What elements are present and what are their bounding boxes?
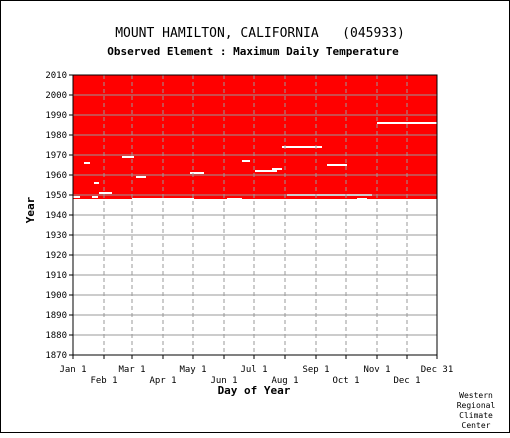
chart-title: MOUNT HAMILTON, CALIFORNIA (045933) <box>115 26 405 41</box>
y-tick-label: 1940 <box>45 211 67 221</box>
credit-line-4: Center <box>462 421 491 430</box>
missing-gap <box>73 196 80 198</box>
missing-gap <box>272 168 282 170</box>
grid-lines <box>73 75 437 355</box>
credit-line-3: Climate <box>459 411 493 420</box>
missing-gap <box>282 146 322 148</box>
credit-block: Western Regional Climate Center <box>457 391 496 430</box>
credit-line-2: Regional <box>457 401 496 410</box>
missing-gap <box>242 160 250 162</box>
y-tick-label: 1890 <box>45 311 67 321</box>
y-tick-label: 2000 <box>45 91 67 101</box>
x-tick-label: Jul 1 <box>240 365 267 375</box>
x-tick-label: Aug 1 <box>271 376 298 386</box>
x-tick-label: Oct 1 <box>332 376 359 386</box>
x-tick-label: Nov 1 <box>363 365 390 375</box>
y-tick-label: 1950 <box>45 191 67 201</box>
y-tick-label: 1910 <box>45 271 67 281</box>
y-tick-label: 1970 <box>45 151 67 161</box>
x-tick-label: Apr 1 <box>149 376 176 386</box>
missing-gap <box>227 198 242 200</box>
x-axis-ticks: Jan 1 Mar 1 May 1 Jul 1 Sep 1 Nov 1 Dec 31 Feb … <box>59 355 453 386</box>
x-tick-label: Feb 1 <box>90 376 117 386</box>
y-tick-label: 1880 <box>45 331 67 341</box>
missing-gap <box>92 196 98 198</box>
missing-gap <box>190 172 204 174</box>
x-tick-label: Dec 1 <box>393 376 420 386</box>
x-tick-label: May 1 <box>179 365 206 375</box>
missing-gap <box>99 192 112 194</box>
credit-line-1: Western <box>459 391 493 400</box>
y-tick-label: 1980 <box>45 131 67 141</box>
x-tick-label: Mar 1 <box>118 365 145 375</box>
missing-gap <box>132 198 194 200</box>
observed-data-layer <box>73 75 437 199</box>
missing-gap <box>377 122 437 124</box>
missing-gap <box>122 156 134 158</box>
y-axis-label: Year <box>24 196 37 223</box>
y-tick-label: 2010 <box>45 71 67 81</box>
x-tick-label: Jun 1 <box>210 376 237 386</box>
y-tick-label: 1900 <box>45 291 67 301</box>
x-axis-label: Day of Year <box>218 384 291 397</box>
missing-gap <box>136 176 146 178</box>
chart-subtitle: Observed Element : Maximum Daily Tempera… <box>107 45 399 58</box>
missing-gap <box>255 170 277 172</box>
missing-gap <box>84 162 90 164</box>
x-tick-label: Jan 1 <box>59 365 86 375</box>
y-tick-label: 1920 <box>45 251 67 261</box>
x-tick-label: Dec 31 <box>421 365 454 375</box>
y-tick-label: 1990 <box>45 111 67 121</box>
y-axis-ticks: 1870 1880 1890 1900 1910 1920 1930 1940 1950 1960… <box>45 71 73 361</box>
y-tick-label: 1930 <box>45 231 67 241</box>
observed-region <box>73 75 437 199</box>
y-tick-label: 1870 <box>45 351 67 361</box>
missing-gap <box>357 198 367 200</box>
missing-gap <box>94 182 99 184</box>
y-tick-label: 1960 <box>45 171 67 181</box>
x-tick-label: Sep 1 <box>302 365 329 375</box>
missing-gap <box>327 164 347 166</box>
